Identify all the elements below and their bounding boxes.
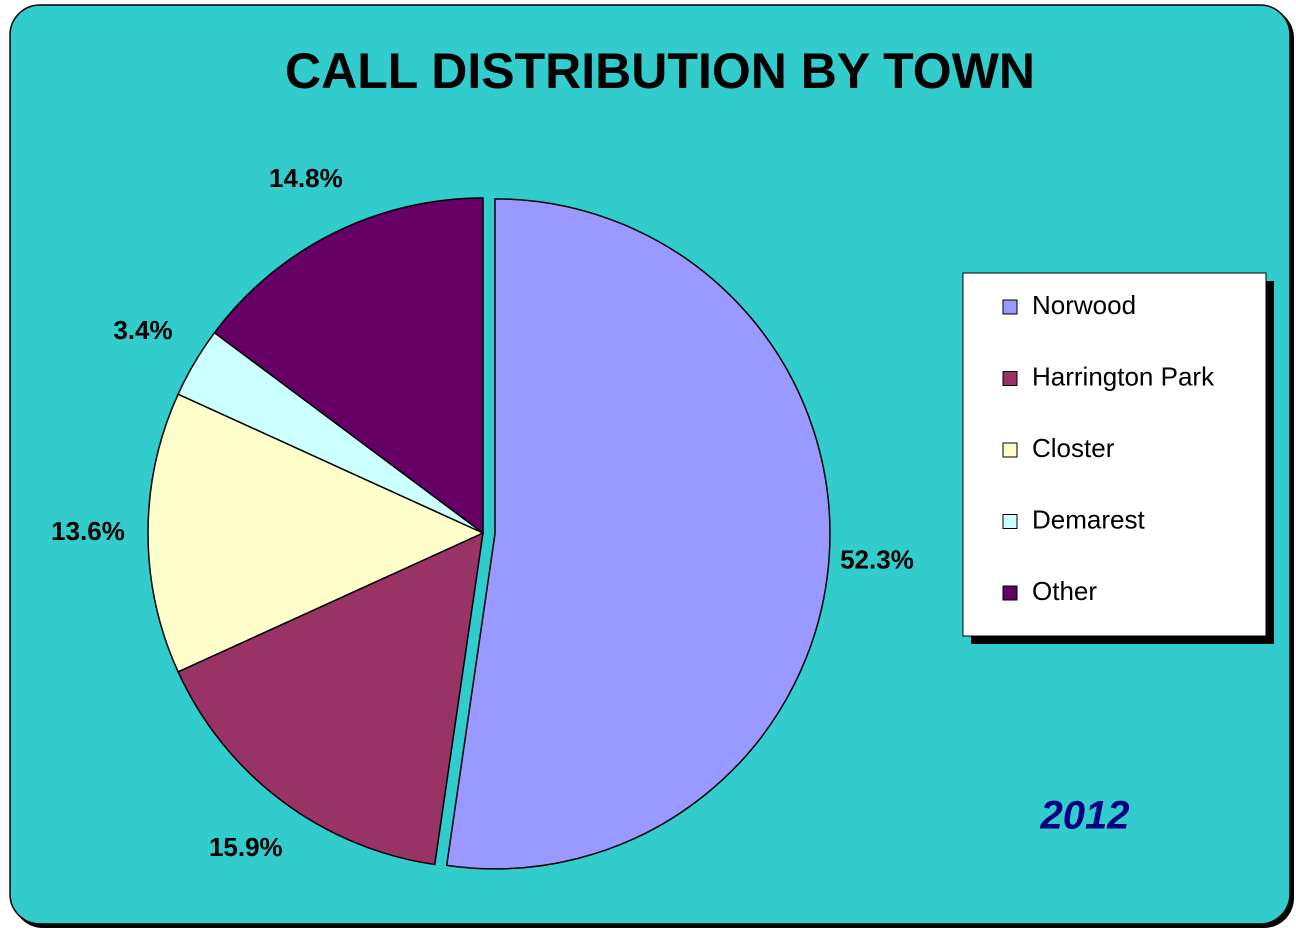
data-label: 14.8% (269, 163, 343, 193)
pie-slice (445, 198, 831, 870)
legend-swatch (1002, 299, 1018, 315)
pie-slice (147, 393, 485, 673)
data-label: 3.4% (113, 315, 172, 345)
pie-slice (177, 531, 484, 866)
legend-label: Harrington Park (1032, 361, 1215, 391)
data-label: 15.9% (209, 832, 283, 862)
legend-swatch (1002, 442, 1018, 458)
legend-label: Demarest (1032, 504, 1145, 534)
legend-swatch (1002, 371, 1018, 386)
legend-label: Other (1032, 576, 1097, 606)
chart-title: CALL DISTRIBUTION BY TOWN (285, 43, 1035, 99)
legend-label: Norwood (1032, 290, 1136, 320)
legend-swatch (1002, 585, 1018, 601)
data-label: 13.6% (51, 516, 125, 546)
legend (962, 272, 1267, 637)
legend-swatch (1002, 514, 1018, 529)
legend-label: Closter (1032, 433, 1115, 463)
pie-slice (213, 197, 484, 535)
data-label: 52.3% (840, 544, 914, 574)
annotation: 2012 (1040, 794, 1130, 838)
